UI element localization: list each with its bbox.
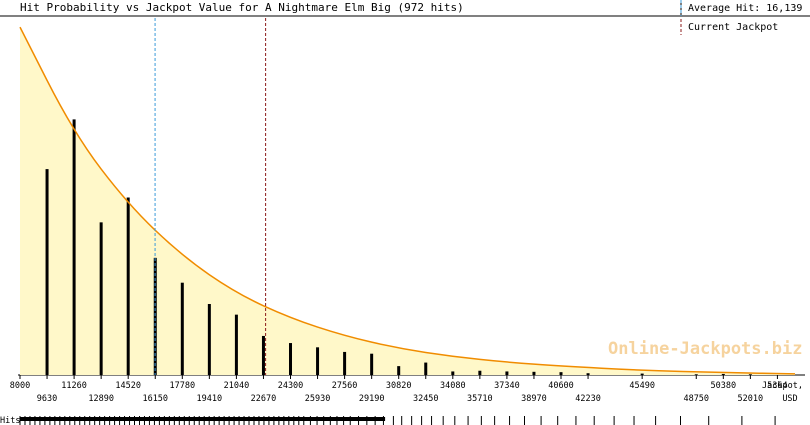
x-tick-label: 42230 [575,394,601,404]
x-tick-label: 8000 [10,381,30,391]
x-tick-label: USD [782,394,797,404]
bar [289,343,293,375]
x-tick-label: 50380 [711,381,737,391]
x-tick-label: 40600 [548,381,574,391]
bar [261,335,265,375]
chart-title: Hit Probability vs Jackpot Value for A N… [20,1,464,14]
bar [748,374,752,376]
x-tick-label: 19410 [197,394,223,404]
bar [153,257,157,375]
bar [559,372,563,375]
x-tick-label: 30820 [386,381,412,391]
bar [99,222,103,375]
bar [586,373,590,375]
x-tick-label: 27560 [332,381,358,391]
bar [397,366,401,375]
x-axis-tick-labels-row1: 8000 11260 14520 17780 21040 24300 27560 30820 3… [10,381,788,391]
x-tick-label: 11260 [61,381,87,391]
x-tick-label: 48750 [683,394,709,404]
legend-average-hit-label: Average Hit: 16,139 [688,3,802,14]
x-tick-label: 17780 [170,381,196,391]
x-axis-ticks [19,375,778,379]
x-tick-label: 21040 [224,381,250,391]
bar [316,347,320,375]
x-tick-label: 37340 [494,381,520,391]
bar [505,371,509,375]
x-tick-label: 24300 [278,381,304,391]
bars-group [45,119,752,376]
x-tick-label: 14520 [115,381,141,391]
bar [45,169,49,375]
legend-current-jackpot-label: Current Jackpot [688,22,778,33]
x-tick-label: 45490 [629,381,655,391]
bar [640,373,644,375]
bar [207,304,211,375]
x-tick-label: 52010 [738,394,764,404]
x-tick-label: 32450 [413,394,439,404]
x-tick-label: 16150 [142,394,168,404]
bar [721,373,725,375]
bar [478,370,482,375]
x-tick-label: 29190 [359,394,385,404]
bar [370,353,374,375]
bar [180,282,184,375]
x-tick-label: 38970 [521,394,547,404]
x-tick-label: 5364 [767,381,787,391]
bar [532,371,536,375]
x-tick-label: 35710 [467,394,493,404]
bar [343,351,347,375]
bar [424,362,428,375]
watermark: Online-Jackpots.biz [608,339,802,359]
bar [126,197,130,375]
x-tick-label: 34080 [440,381,466,391]
probability-curve [19,26,796,375]
x-tick-label: 22670 [251,394,277,404]
bar [451,371,455,375]
x-axis-tick-labels-row2: 9630 12890 16150 19410 22670 25930 29190 32450 3… [37,394,798,404]
bar [72,119,76,376]
hits-label: Hits [0,416,20,425]
bar [694,374,698,376]
hits-rug [19,416,776,425]
x-tick-label: 12890 [88,394,114,404]
x-tick-label: 25930 [305,394,331,404]
probability-area-fill [20,27,795,375]
x-axis-title-line1: Jackpot, [762,381,803,391]
x-tick-label: 9630 [37,394,57,404]
bar [234,314,238,375]
